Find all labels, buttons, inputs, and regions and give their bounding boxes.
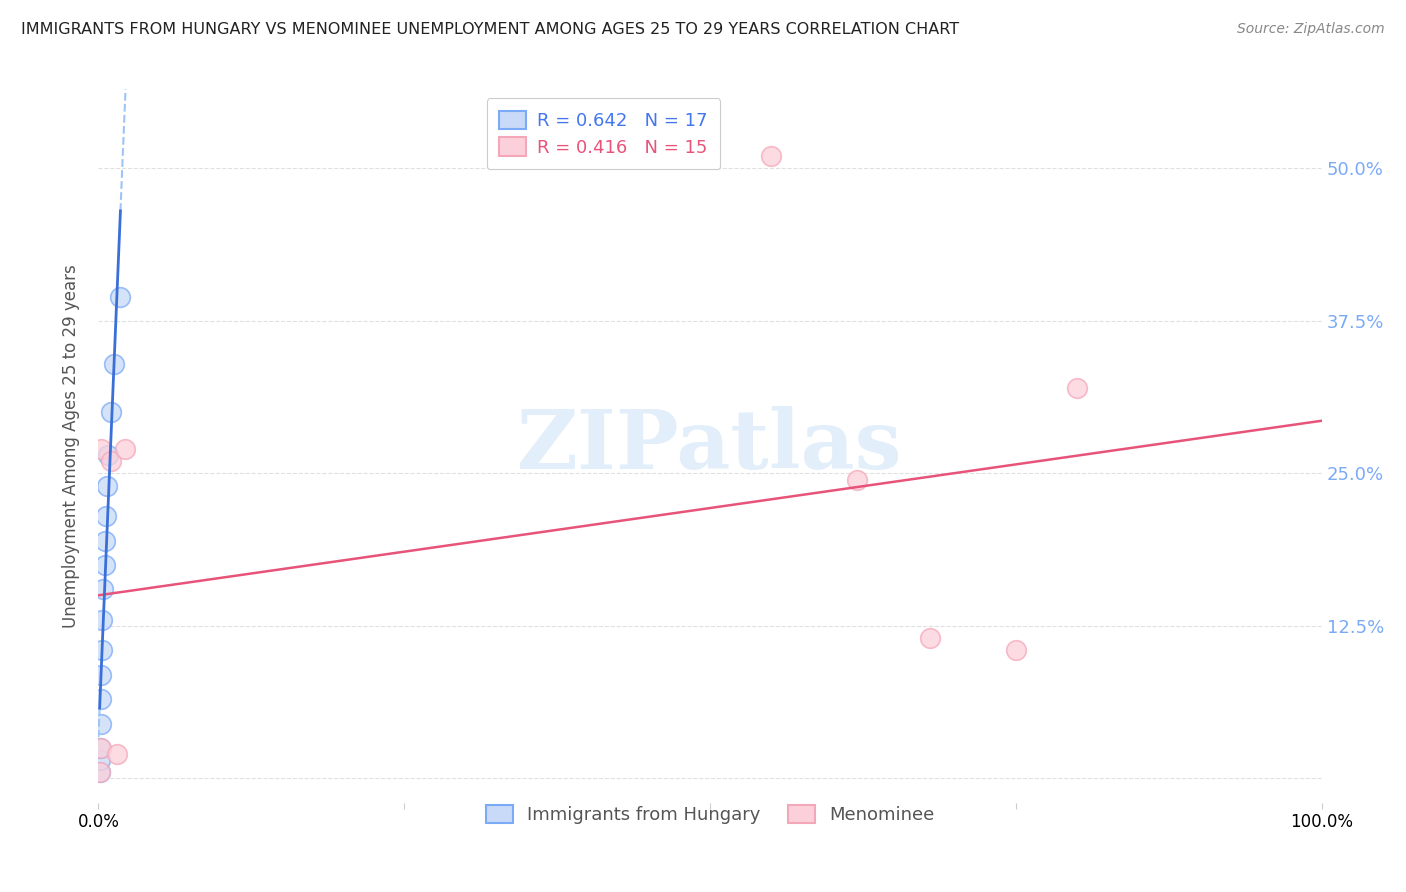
Point (1066, 381, 1088, 395)
Point (90, 692, 112, 706)
Point (89, 740, 111, 755)
Text: Source: ZipAtlas.com: Source: ZipAtlas.com (1237, 22, 1385, 37)
Point (96, 478, 118, 492)
Point (761, 149, 783, 163)
Point (97, 448, 120, 462)
Point (90, 442, 112, 456)
Point (91, 643, 114, 657)
Point (89, 765, 111, 780)
Y-axis label: Unemployment Among Ages 25 to 29 years: Unemployment Among Ages 25 to 29 years (62, 264, 80, 628)
Point (100, 405, 122, 419)
Point (91, 582, 114, 597)
Point (91, 613, 114, 627)
Point (114, 442, 136, 456)
Point (93, 558, 115, 572)
Point (89, 753, 111, 767)
Point (89, 765, 111, 780)
Point (920, 631, 942, 645)
Point (94, 509, 117, 524)
Legend: Immigrants from Hungary, Menominee: Immigrants from Hungary, Menominee (472, 792, 948, 837)
Text: IMMIGRANTS FROM HUNGARY VS MENOMINEE UNEMPLOYMENT AMONG AGES 25 TO 29 YEARS CORR: IMMIGRANTS FROM HUNGARY VS MENOMINEE UNE… (21, 22, 959, 37)
Point (1004, 643, 1026, 657)
Point (93, 533, 115, 548)
Point (90, 740, 112, 755)
Point (100, 454, 122, 468)
Text: ZIPatlas: ZIPatlas (517, 406, 903, 486)
Point (90, 667, 112, 681)
Point (105, 747, 128, 761)
Point (845, 473, 868, 487)
Point (110, 289, 132, 303)
Point (90, 716, 112, 731)
Point (103, 357, 125, 371)
